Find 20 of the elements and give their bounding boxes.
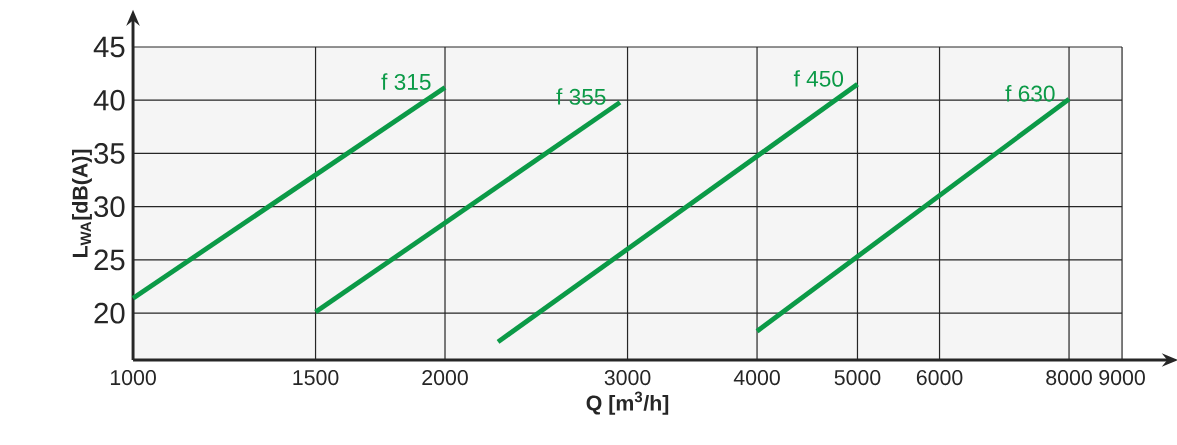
series-label: f 630 [1005, 85, 1055, 102]
y-tick-label: 20 [94, 302, 125, 324]
y-tick-label: 35 [94, 143, 125, 164]
x-tick-label: 3000 [604, 370, 651, 386]
x-tick-label: 4000 [733, 370, 780, 386]
x-tick-label: 6000 [916, 370, 963, 386]
y-axis-title: L$_{WA}$[dB(A)] [72, 149, 92, 258]
y-tick-label: 30 [94, 196, 125, 218]
x-tick-label: 8000 [1046, 370, 1092, 386]
y-tick-label: 45 [93, 36, 125, 58]
series-label: f 315 [381, 73, 431, 90]
x-tick-label: 9000 [1099, 370, 1145, 386]
x-tick-label: 1000 [110, 370, 156, 386]
x-tick-label: 5000 [834, 370, 881, 386]
x-tick-label: 2000 [422, 370, 468, 386]
x-axis-title: Q [m$^{3}$/h] [586, 391, 669, 415]
x-tick-label: 1500 [293, 370, 339, 386]
y-tick-label: 40 [93, 89, 125, 111]
y-tick-label: 25 [94, 249, 125, 271]
series-label: f 450 [793, 70, 844, 87]
